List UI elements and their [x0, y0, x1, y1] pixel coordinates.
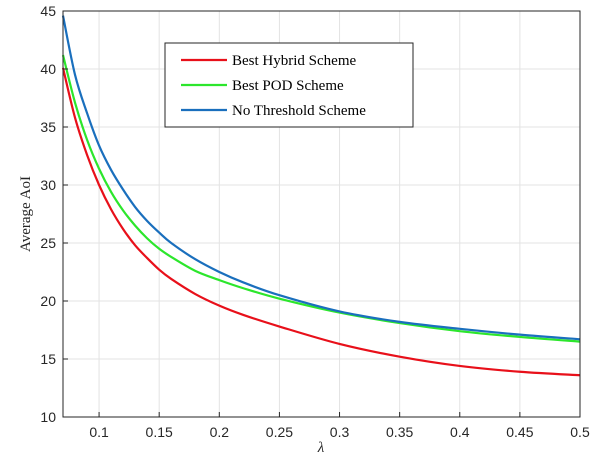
y-tick-label: 15 — [40, 351, 56, 367]
y-tick-label: 30 — [40, 177, 56, 193]
plot-frame — [62, 10, 581, 418]
legend-label-1: Best Hybrid Scheme — [232, 53, 356, 69]
x-tick-label: 0.25 — [266, 424, 293, 440]
legend-label-3: No Threshold Scheme — [232, 103, 366, 119]
series-line-1 — [61, 67, 581, 377]
x-tick-label: 0.5 — [570, 424, 590, 440]
x-tick-label: 0.15 — [146, 424, 173, 440]
series-line-2 — [61, 54, 581, 343]
x-tick-label: 0.35 — [386, 424, 413, 440]
series-lines — [61, 15, 581, 377]
y-tick-label: 40 — [40, 61, 56, 77]
y-tick-label: 35 — [40, 119, 56, 135]
x-tick-label: 0.4 — [450, 424, 470, 440]
legend: Best Hybrid Scheme Best POD Scheme No Thre… — [164, 42, 414, 128]
legend-label-2: Best POD Scheme — [232, 78, 344, 94]
x-tick-label: 0.2 — [210, 424, 230, 440]
y-axis-title: Average AoI — [18, 176, 34, 252]
series-line-3 — [61, 15, 581, 341]
axis-ticks: 0.1 0.15 0.2 0.25 0.3 0.35 0.4 0.45 0.5 10 15 20 25 3… — [40, 3, 590, 440]
y-tick-label: 25 — [40, 235, 56, 251]
x-tick-label: 0.45 — [506, 424, 533, 440]
x-tick-label: 0.3 — [330, 424, 350, 440]
x-axis-title: λ — [317, 440, 325, 456]
y-tick-label: 10 — [40, 409, 56, 425]
y-tick-label: 45 — [40, 3, 56, 19]
x-tick-label: 0.1 — [89, 424, 109, 440]
y-tick-label: 20 — [40, 293, 56, 309]
